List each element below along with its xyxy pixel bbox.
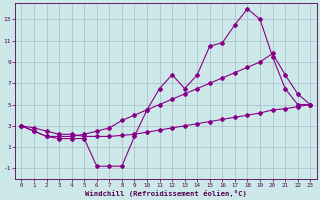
X-axis label: Windchill (Refroidissement éolien,°C): Windchill (Refroidissement éolien,°C): [85, 190, 247, 197]
